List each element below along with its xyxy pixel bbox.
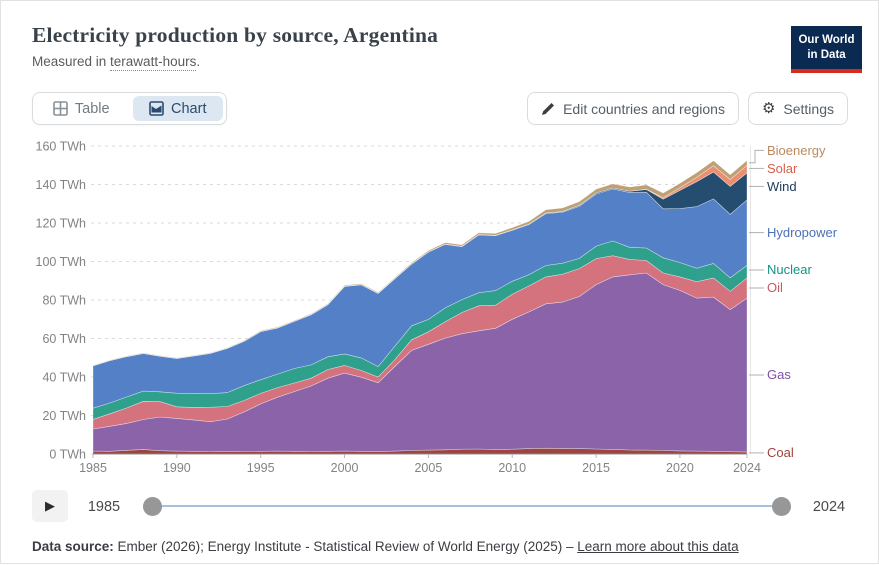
data-source-label: Data source: [32,539,114,554]
svg-text:1990: 1990 [163,461,191,475]
legend-connectors [749,149,764,454]
svg-text:2000: 2000 [331,461,359,475]
chart-icon [149,101,164,116]
edit-countries-button[interactable]: Edit countries and regions [527,92,739,125]
terawatt-hours-term[interactable]: terawatt-hours [110,54,197,71]
subtitle-text: Measured in [32,54,111,69]
owid-logo-line2: in Data [807,48,846,61]
timeline-start-year: 1985 [87,499,121,515]
table-icon [53,101,68,116]
chart-plot-area[interactable]: 0 TWh 20 TWh 40 TWh 60 TWh 80 TWh 100 TWh 120 … [1,129,879,485]
x-axis-labels: 1985 1990 1995 2000 2005 2010 2015 2020 2024 [79,454,761,475]
data-source-note: Data source: Ember (2026); Energy Instit… [32,539,739,554]
svg-text:2010: 2010 [498,461,526,475]
play-icon: ▶ [45,498,55,513]
timeline-end-year: 2024 [812,499,846,515]
svg-text:0 TWh: 0 TWh [49,448,86,462]
edit-countries-label: Edit countries and regions [563,100,725,117]
svg-text:120 TWh: 120 TWh [36,217,87,231]
legend-label-wind[interactable]: Wind [767,178,797,194]
svg-text:2015: 2015 [582,461,610,475]
svg-text:20 TWh: 20 TWh [42,409,86,423]
subtitle-period: . [196,54,201,69]
owid-logo-line1: Our World [798,34,855,46]
tab-table-label: Table [74,100,110,117]
legend-label-gas[interactable]: Gas [767,367,791,383]
legend-label-hydropower[interactable]: Hydropower [767,225,838,241]
owid-logo[interactable]: Our World in Data [791,26,862,73]
timeline-handle-start[interactable] [143,497,162,516]
pencil-icon [542,102,555,115]
svg-text:100 TWh: 100 TWh [36,255,87,269]
svg-text:140 TWh: 140 TWh [36,178,87,192]
svg-text:2020: 2020 [666,461,694,475]
view-tabs: Table Chart [32,92,227,125]
legend-label-bioenergy[interactable]: Bioenergy [767,142,826,158]
learn-more-link[interactable]: Learn more about this data [577,539,739,554]
gear-icon: ⚙ [761,100,776,117]
toolbar-buttons: Edit countries and regions ⚙ Settings [527,92,848,125]
settings-label: Settings [783,100,834,117]
play-button[interactable]: ▶ [32,490,68,522]
chart-subtitle: Measured in terawatt-hours. [32,54,201,71]
svg-text:2024: 2024 [733,461,761,475]
data-source-text: Ember (2026); Energy Institute - Statist… [113,539,578,554]
svg-text:160 TWh: 160 TWh [36,140,87,154]
legend-label-oil[interactable]: Oil [767,280,783,296]
page-title: Electricity production by source, Argent… [32,23,439,47]
svg-text:60 TWh: 60 TWh [42,332,86,346]
svg-text:1985: 1985 [79,461,107,475]
legend-label-nuclear[interactable]: Nuclear [767,262,812,278]
legend-label-solar[interactable]: Solar [767,160,798,176]
area-series-bioenergy[interactable] [92,159,748,367]
svg-text:40 TWh: 40 TWh [42,371,86,385]
tab-chart[interactable]: Chart [132,96,223,121]
settings-button[interactable]: ⚙ Settings [747,92,848,125]
timeline-handle-end[interactable] [772,497,791,516]
svg-text:1995: 1995 [247,461,275,475]
svg-text:2005: 2005 [414,461,442,475]
tab-chart-label: Chart [171,100,207,117]
legend-label-coal[interactable]: Coal [767,445,794,461]
timeline-slider-track[interactable] [153,505,781,507]
tab-table[interactable]: Table [36,96,127,121]
svg-text:80 TWh: 80 TWh [42,294,86,308]
